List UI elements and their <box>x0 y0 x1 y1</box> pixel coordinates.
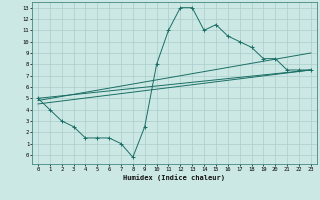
X-axis label: Humidex (Indice chaleur): Humidex (Indice chaleur) <box>124 174 225 181</box>
